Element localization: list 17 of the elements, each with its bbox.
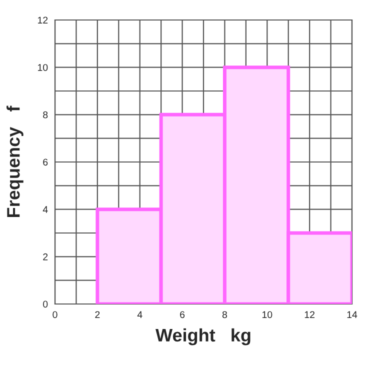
y-tick-label: 2 <box>43 253 48 260</box>
y-tick-label: 4 <box>42 206 48 213</box>
y-tick-label: 0 <box>43 300 48 308</box>
x-tick-label: 10 <box>262 311 272 318</box>
y-axis-title: Frequency f <box>6 106 24 217</box>
x-tick-label: 6 <box>180 311 185 318</box>
x-tick-label: 2 <box>95 311 100 318</box>
y-tick-label: 6 <box>43 158 48 166</box>
x-tick-label: 14 <box>347 311 358 318</box>
y-tick-label: 8 <box>43 111 48 118</box>
x-tick-label: 8 <box>222 311 227 318</box>
y-tick-label: 10 <box>38 64 48 71</box>
x-axis-title: Weight kg <box>156 328 250 346</box>
x-tick-label: 4 <box>137 311 142 318</box>
x-tick-label: 0 <box>52 311 58 318</box>
x-tick-label: 12 <box>304 311 314 318</box>
y-tick-label: 12 <box>38 16 48 24</box>
